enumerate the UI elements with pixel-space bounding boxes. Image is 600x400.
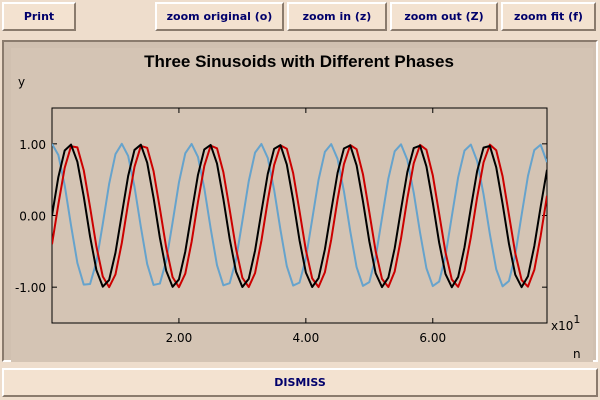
dismiss-button[interactable]: DISMISS [2, 368, 598, 397]
chart-title: Three Sinusoids with Different Phases [144, 52, 454, 71]
x-tick-label: 2.00 [166, 331, 193, 345]
zoom-fit-button[interactable]: zoom fit (f) [501, 2, 596, 31]
y-tick-label: -1.00 [15, 281, 46, 295]
y-tick-label: 1.00 [19, 138, 46, 152]
print-button[interactable]: Print [2, 2, 76, 31]
sinusoid-chart: Three Sinusoids with Different Phases y … [15, 52, 581, 361]
zoom-in-button[interactable]: zoom in (z) [287, 2, 387, 31]
series-line-2 [52, 142, 547, 288]
y-axis-label: y [18, 75, 25, 89]
plot-area[interactable]: Three Sinusoids with Different Phases y … [11, 48, 593, 362]
zoom-original-button[interactable]: zoom original (o) [155, 2, 284, 31]
x-axis-label: n [573, 347, 581, 361]
x-tick-label: 4.00 [292, 331, 319, 345]
y-tick-label: 0.00 [19, 210, 46, 224]
x-axis-multiplier-base: x10 [551, 319, 573, 333]
x-tick-label: 6.00 [419, 331, 446, 345]
x-axis-multiplier-exponent: 1 [573, 313, 580, 326]
series-line-0 [52, 143, 547, 289]
plot-frame: Three Sinusoids with Different Phases y … [2, 40, 598, 362]
zoom-out-button[interactable]: zoom out (Z) [390, 2, 498, 31]
series-line-1 [52, 143, 547, 289]
x-axis-multiplier: x101 [551, 313, 580, 333]
